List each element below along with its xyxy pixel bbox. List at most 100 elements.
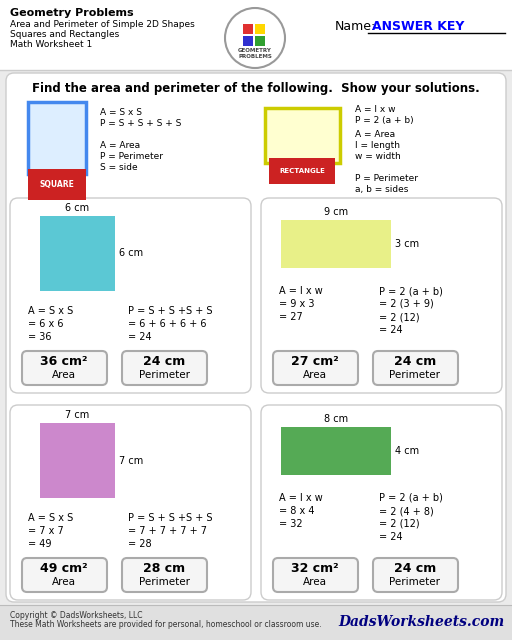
Text: GEOMETRY: GEOMETRY xyxy=(238,48,272,53)
Text: = 24: = 24 xyxy=(128,332,152,342)
Text: P = Perimeter: P = Perimeter xyxy=(100,152,163,161)
Text: 24 cm: 24 cm xyxy=(394,355,436,368)
Text: 6 cm: 6 cm xyxy=(66,203,90,213)
FancyBboxPatch shape xyxy=(122,558,207,592)
Text: Squares and Rectangles: Squares and Rectangles xyxy=(10,30,119,39)
Text: 24 cm: 24 cm xyxy=(394,562,436,575)
Text: P = S + S + S + S: P = S + S + S + S xyxy=(100,119,181,128)
FancyBboxPatch shape xyxy=(273,558,358,592)
Text: Area and Perimeter of Simple 2D Shapes: Area and Perimeter of Simple 2D Shapes xyxy=(10,20,195,29)
Text: = 7 x 7: = 7 x 7 xyxy=(28,526,64,536)
Text: = 24: = 24 xyxy=(379,532,402,542)
Bar xyxy=(281,220,391,268)
Text: A = S x S: A = S x S xyxy=(28,513,73,523)
Bar xyxy=(0,0,512,70)
Text: Find the area and perimeter of the following.  Show your solutions.: Find the area and perimeter of the follo… xyxy=(32,82,480,95)
FancyBboxPatch shape xyxy=(22,558,107,592)
Text: 9 cm: 9 cm xyxy=(324,207,348,217)
Text: 27 cm²: 27 cm² xyxy=(291,355,339,368)
Text: RECTANGLE: RECTANGLE xyxy=(279,168,325,174)
Text: = 6 x 6: = 6 x 6 xyxy=(28,319,63,329)
Text: Math Worksheet 1: Math Worksheet 1 xyxy=(10,40,92,49)
Text: 7 cm: 7 cm xyxy=(66,410,90,420)
Text: Area: Area xyxy=(303,370,327,380)
Text: l = length: l = length xyxy=(355,141,400,150)
Text: w = width: w = width xyxy=(355,152,401,161)
Text: P = 2 (a + b): P = 2 (a + b) xyxy=(355,116,414,125)
Text: 7 cm: 7 cm xyxy=(119,456,143,465)
Text: = 28: = 28 xyxy=(128,539,152,549)
Text: = 2 (12): = 2 (12) xyxy=(379,312,420,322)
Text: 4 cm: 4 cm xyxy=(395,446,419,456)
Text: Perimeter: Perimeter xyxy=(390,577,440,587)
Text: 6 cm: 6 cm xyxy=(119,248,143,259)
Text: P = 2 (a + b): P = 2 (a + b) xyxy=(379,493,443,503)
Text: Area: Area xyxy=(52,577,76,587)
Text: Perimeter: Perimeter xyxy=(390,370,440,380)
Bar xyxy=(265,108,340,163)
Text: A = Area: A = Area xyxy=(100,141,140,150)
FancyBboxPatch shape xyxy=(10,198,251,393)
Text: = 6 + 6 + 6 + 6: = 6 + 6 + 6 + 6 xyxy=(128,319,206,329)
FancyBboxPatch shape xyxy=(373,558,458,592)
Text: = 32: = 32 xyxy=(279,519,303,529)
Text: 24 cm: 24 cm xyxy=(143,355,185,368)
Text: A = S x S: A = S x S xyxy=(28,306,73,316)
Text: Perimeter: Perimeter xyxy=(139,370,189,380)
Text: P = S + S +S + S: P = S + S +S + S xyxy=(128,306,212,316)
FancyBboxPatch shape xyxy=(22,351,107,385)
Text: ANSWER KEY: ANSWER KEY xyxy=(372,20,464,33)
Text: Area: Area xyxy=(303,577,327,587)
Text: P = 2 (a + b): P = 2 (a + b) xyxy=(379,286,443,296)
Text: = 8 x 4: = 8 x 4 xyxy=(279,506,314,516)
Text: = 36: = 36 xyxy=(28,332,52,342)
Text: A = Area: A = Area xyxy=(355,130,395,139)
Text: = 27: = 27 xyxy=(279,312,303,322)
Text: A = l x w: A = l x w xyxy=(279,493,323,503)
Text: Copyright © DadsWorksheets, LLC: Copyright © DadsWorksheets, LLC xyxy=(10,611,142,620)
Text: 8 cm: 8 cm xyxy=(324,414,348,424)
Text: 49 cm²: 49 cm² xyxy=(40,562,88,575)
Bar xyxy=(255,36,265,46)
Bar xyxy=(243,36,253,46)
Text: Perimeter: Perimeter xyxy=(139,577,189,587)
Bar xyxy=(281,427,391,475)
FancyBboxPatch shape xyxy=(6,73,506,602)
Text: = 2 (3 + 9): = 2 (3 + 9) xyxy=(379,299,434,309)
Text: = 2 (12): = 2 (12) xyxy=(379,519,420,529)
FancyBboxPatch shape xyxy=(373,351,458,385)
Text: = 2 (4 + 8): = 2 (4 + 8) xyxy=(379,506,434,516)
FancyBboxPatch shape xyxy=(273,351,358,385)
Text: a, b = sides: a, b = sides xyxy=(355,185,409,194)
Text: SQUARE: SQUARE xyxy=(39,180,74,189)
Bar xyxy=(0,605,512,640)
Text: A = S x S: A = S x S xyxy=(100,108,142,117)
FancyBboxPatch shape xyxy=(261,198,502,393)
Text: Area: Area xyxy=(52,370,76,380)
Text: A = l x w: A = l x w xyxy=(279,286,323,296)
Text: These Math Worksheets are provided for personal, homeschool or classroom use.: These Math Worksheets are provided for p… xyxy=(10,620,322,629)
Text: = 24: = 24 xyxy=(379,325,402,335)
Bar xyxy=(28,102,86,174)
Bar xyxy=(40,216,115,291)
Text: 32 cm²: 32 cm² xyxy=(291,562,339,575)
Text: Geometry Problems: Geometry Problems xyxy=(10,8,134,18)
Circle shape xyxy=(225,8,285,68)
Bar xyxy=(40,423,115,498)
Text: DadsWorksheets.com: DadsWorksheets.com xyxy=(338,615,504,629)
Text: 28 cm: 28 cm xyxy=(143,562,185,575)
FancyBboxPatch shape xyxy=(122,351,207,385)
FancyBboxPatch shape xyxy=(261,405,502,600)
Text: = 49: = 49 xyxy=(28,539,52,549)
Text: PROBLEMS: PROBLEMS xyxy=(238,54,272,59)
Text: S = side: S = side xyxy=(100,163,138,172)
FancyBboxPatch shape xyxy=(10,405,251,600)
Text: P = Perimeter: P = Perimeter xyxy=(355,174,418,183)
Bar xyxy=(243,24,253,34)
Text: P = S + S +S + S: P = S + S +S + S xyxy=(128,513,212,523)
Text: 3 cm: 3 cm xyxy=(395,239,419,249)
Text: = 9 x 3: = 9 x 3 xyxy=(279,299,314,309)
Bar xyxy=(255,24,265,34)
Text: 36 cm²: 36 cm² xyxy=(40,355,88,368)
Text: = 7 + 7 + 7 + 7: = 7 + 7 + 7 + 7 xyxy=(128,526,207,536)
